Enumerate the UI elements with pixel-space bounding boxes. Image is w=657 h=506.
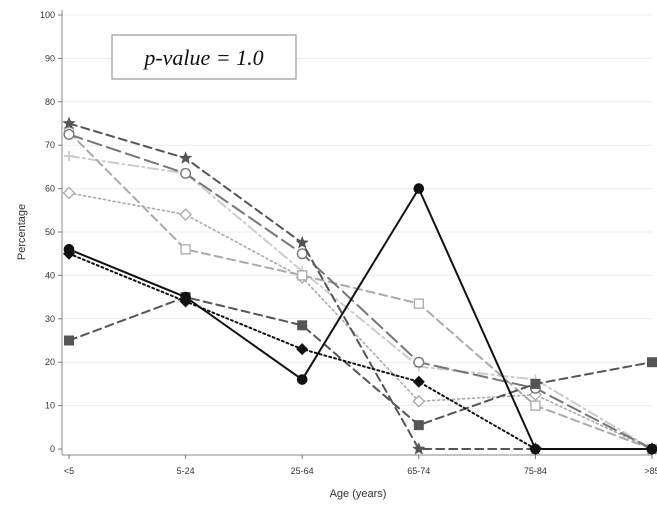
marker-circle-open: [180, 167, 192, 179]
series-3: [64, 292, 657, 431]
marker-star-filled: [62, 116, 76, 130]
x-tick-label: <5: [64, 466, 74, 476]
series-7: [64, 151, 657, 454]
x-axis-title: Age (years): [330, 488, 387, 500]
y-tick-label: 70: [45, 140, 55, 150]
marker-diamond-open: [62, 186, 76, 200]
marker-square-filled: [413, 420, 424, 431]
series-line: [68, 187, 653, 450]
series-line: [68, 192, 653, 450]
marker-star-filled: [178, 151, 193, 164]
y-tick-label: 80: [45, 97, 55, 107]
y-axis-title: Percentage: [16, 204, 28, 260]
marker-diamond-open: [412, 394, 426, 408]
marker-circle-filled: [63, 244, 75, 255]
x-tick-label: 65-74: [407, 466, 430, 476]
marker-circle-filled: [296, 374, 308, 385]
tick-labels: 0 10 20 30 40 50 60 70 80 90 100 <5 5-24 25-64 65-74 75…: [40, 10, 657, 476]
marker-square-filled: [297, 320, 308, 331]
series-line: [68, 155, 653, 450]
marker-square-filled: [64, 335, 74, 346]
marker-square-open: [297, 270, 308, 281]
y-tick-label: 20: [45, 357, 55, 367]
series-8: [62, 186, 657, 456]
marker-circle-filled: [180, 291, 191, 303]
marker-star-filled: [412, 442, 426, 455]
marker-circle-open: [63, 128, 75, 140]
annotation-text: p-value = 1.0: [142, 45, 263, 70]
x-tick-label: 25-64: [291, 466, 314, 476]
series-line: [68, 133, 653, 450]
y-tick-label: 100: [40, 10, 55, 20]
marker-square-open: [180, 244, 191, 255]
x-tick-label: 5-24: [177, 466, 195, 476]
marker-diamond-filled: [412, 375, 425, 388]
y-tick-label: 50: [45, 227, 55, 237]
gridlines: [62, 14, 652, 407]
series-5: [63, 128, 657, 455]
y-tick-label: 60: [45, 184, 55, 194]
marker-circle-filled: [646, 443, 657, 455]
marker-plus: [64, 151, 74, 162]
y-tick-label: 90: [45, 53, 55, 63]
marker-circle-open: [296, 248, 308, 260]
y-tick-label: 0: [50, 444, 55, 454]
marker-diamond-open: [179, 208, 193, 222]
y-tick-label: 10: [45, 401, 55, 411]
x-tick-label: 75-84: [524, 466, 547, 476]
series-line: [68, 296, 653, 427]
marker-square-open: [530, 400, 541, 411]
marker-diamond-filled: [296, 343, 309, 356]
y-tick-label: 30: [45, 314, 55, 324]
marker-circle-open: [413, 356, 425, 368]
marker-star-filled: [295, 235, 309, 249]
marker-circle-filled: [530, 443, 541, 455]
marker-square-filled: [530, 378, 541, 389]
p-value-annotation: p-value = 1.0: [111, 34, 297, 80]
axes: [58, 10, 653, 459]
y-tick-label: 40: [45, 270, 55, 280]
marker-circle-filled: [413, 183, 425, 194]
annotation-box: [111, 34, 297, 80]
x-tick-label: >85: [644, 466, 657, 476]
marker-square-open: [413, 298, 424, 309]
series-line: [68, 131, 653, 450]
series-2: [63, 247, 657, 455]
marker-square-filled: [647, 357, 657, 368]
series-group: [62, 116, 657, 456]
series-1: [63, 183, 657, 455]
series-line: [68, 122, 653, 450]
